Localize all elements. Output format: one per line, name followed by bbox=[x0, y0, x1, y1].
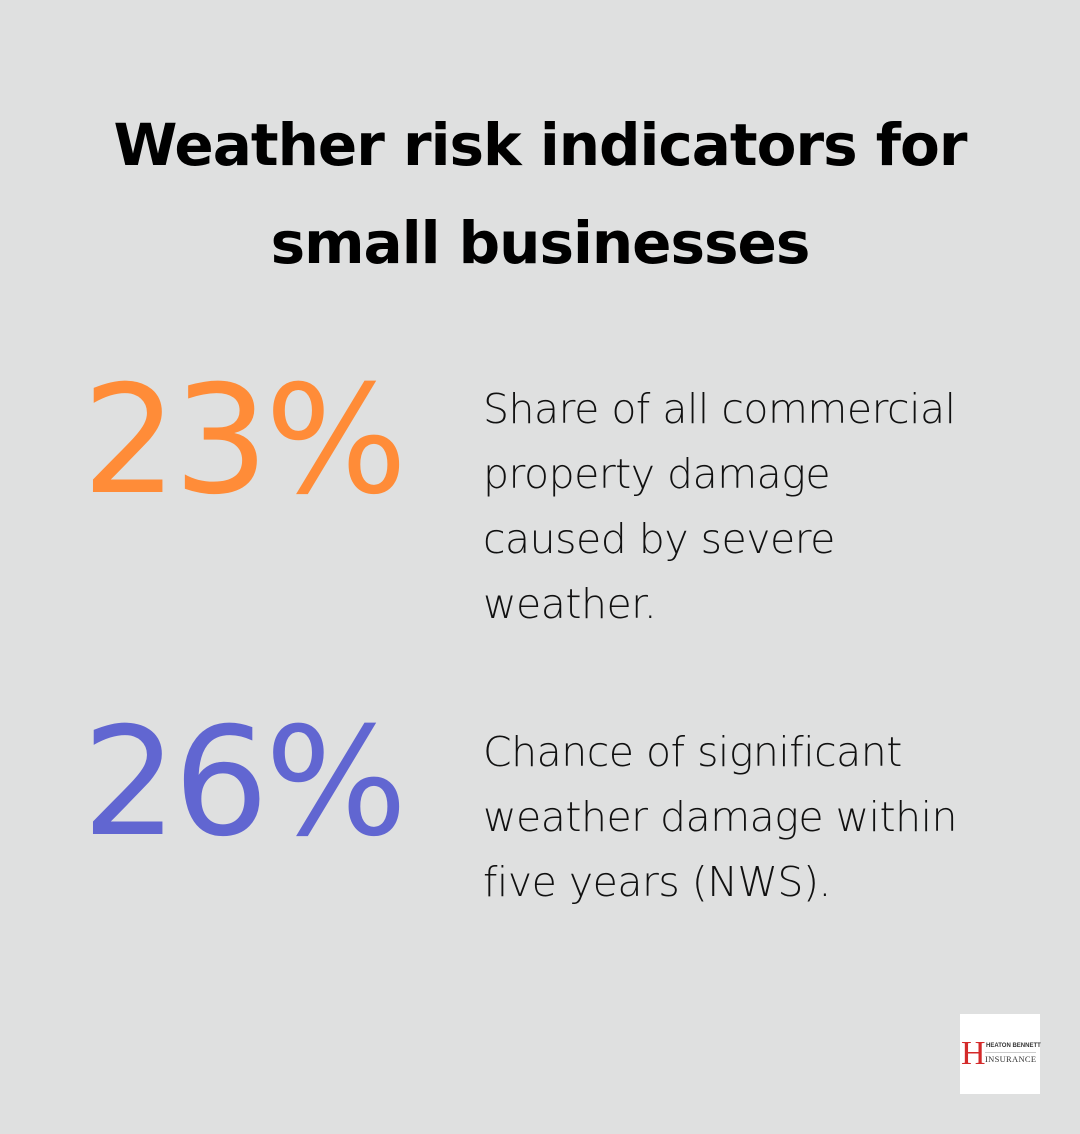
title-line-1: Weather risk indicators for bbox=[113, 111, 968, 179]
stat-description-2: Chance of significant weather damage wit… bbox=[483, 720, 1043, 915]
stat-description-1: Share of all commercial property damage … bbox=[483, 377, 1043, 637]
desc-line: weather. bbox=[483, 580, 657, 628]
page-title: Weather risk indicators for small busine… bbox=[0, 96, 1080, 292]
desc-line: caused by severe bbox=[483, 515, 835, 563]
desc-line: Share of all commercial bbox=[483, 385, 956, 433]
stat-value-23: 23% bbox=[82, 354, 407, 528]
desc-line: five years (NWS). bbox=[483, 858, 831, 906]
title-line-2: small businesses bbox=[270, 209, 811, 277]
logo-h-icon: H bbox=[961, 1035, 986, 1072]
desc-line: Chance of significant bbox=[483, 728, 902, 776]
stat-value-26: 26% bbox=[82, 696, 407, 870]
logo-line-2: INSURANCE bbox=[985, 1052, 1037, 1064]
desc-line: weather damage within bbox=[483, 793, 958, 841]
company-logo: H HEATON BENNETT INSURANCE bbox=[960, 1014, 1041, 1094]
logo-line-1: HEATON BENNETT bbox=[986, 1043, 1041, 1049]
desc-line: property damage bbox=[483, 450, 831, 498]
